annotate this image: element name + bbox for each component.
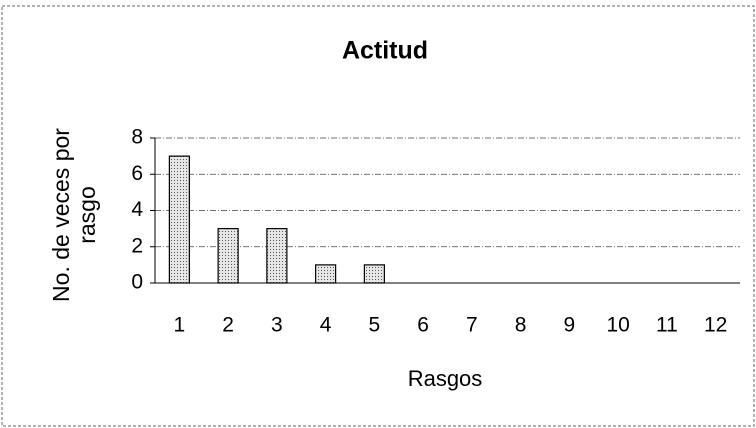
x-tick-label: 8 (515, 314, 527, 337)
x-tick-label: 11 (656, 314, 678, 337)
x-tick-label: 2 (222, 314, 234, 337)
x-tick-label: 10 (606, 314, 629, 337)
y-tick-label: 8 (131, 126, 143, 149)
x-tick-label: 12 (704, 314, 727, 337)
y-axis-label: No. de veces por rasgo (48, 128, 100, 302)
chart-title: Actitud (342, 37, 428, 65)
x-tick-label: 3 (271, 314, 283, 337)
x-axis-label: Rasgos (408, 366, 483, 391)
x-tick-label: 1 (174, 314, 186, 337)
bar (266, 228, 288, 284)
chart-border (1, 5, 755, 427)
y-tick-label: 2 (131, 234, 143, 257)
y-tick-label: 6 (131, 162, 143, 185)
bar (315, 264, 337, 284)
x-tick-label: 7 (466, 314, 478, 337)
y-tick-label: 4 (131, 198, 143, 221)
x-tick-label: 9 (564, 314, 576, 337)
x-tick-label: 5 (369, 314, 381, 337)
y-tick-label: 0 (131, 271, 143, 294)
bar (217, 228, 239, 284)
bar (168, 155, 190, 284)
x-tick-label: 4 (320, 314, 332, 337)
bar (363, 264, 385, 284)
x-tick-label: 6 (417, 314, 429, 337)
